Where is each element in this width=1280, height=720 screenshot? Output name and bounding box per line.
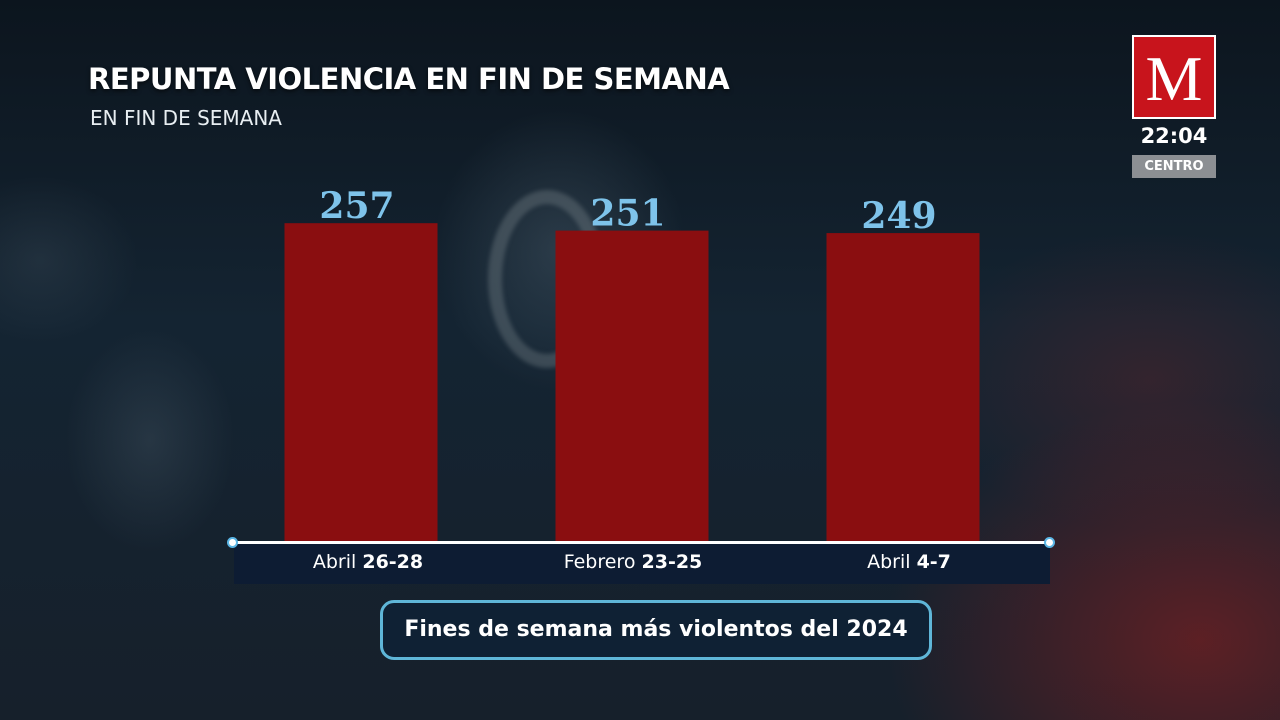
x-axis-line (232, 541, 1050, 544)
chart-title: REPUNTA VIOLENCIA EN FIN DE SEMANA (88, 62, 730, 96)
x-tick-label-1: Abril 26-28 (248, 551, 488, 573)
bar-1 (284, 223, 438, 541)
x-tick-range: 26-28 (362, 551, 424, 573)
x-tick-prefix: Abril (867, 551, 911, 573)
bar-2 (555, 230, 709, 541)
x-tick-range: 4-7 (916, 551, 951, 573)
x-axis-start-dot (227, 537, 238, 548)
caption-banner: Fines de semana más violentos del 2024 (380, 600, 932, 660)
bar-value-label-2: 251 (590, 193, 665, 235)
x-tick-prefix: Febrero (563, 551, 636, 573)
channel-logo-letter: M (1145, 43, 1203, 114)
x-tick-label-2: Febrero 23-25 (513, 551, 753, 573)
bar-value-label-3: 249 (861, 195, 936, 237)
x-axis-end-dot (1044, 537, 1055, 548)
x-tick-label-3: Abril 4-7 (789, 551, 1029, 573)
chart-subtitle: EN FIN DE SEMANA (90, 106, 282, 130)
clock-time: 22:04 (1140, 124, 1208, 148)
bar-3 (826, 233, 980, 541)
x-axis-label-strip (234, 544, 1050, 584)
bar-value-label-1: 257 (319, 185, 394, 227)
time-zone-badge: CENTRO (1132, 155, 1216, 178)
x-tick-prefix: Abril (312, 551, 357, 573)
channel-logo: M (1132, 35, 1216, 119)
x-tick-range: 23-25 (641, 551, 703, 573)
